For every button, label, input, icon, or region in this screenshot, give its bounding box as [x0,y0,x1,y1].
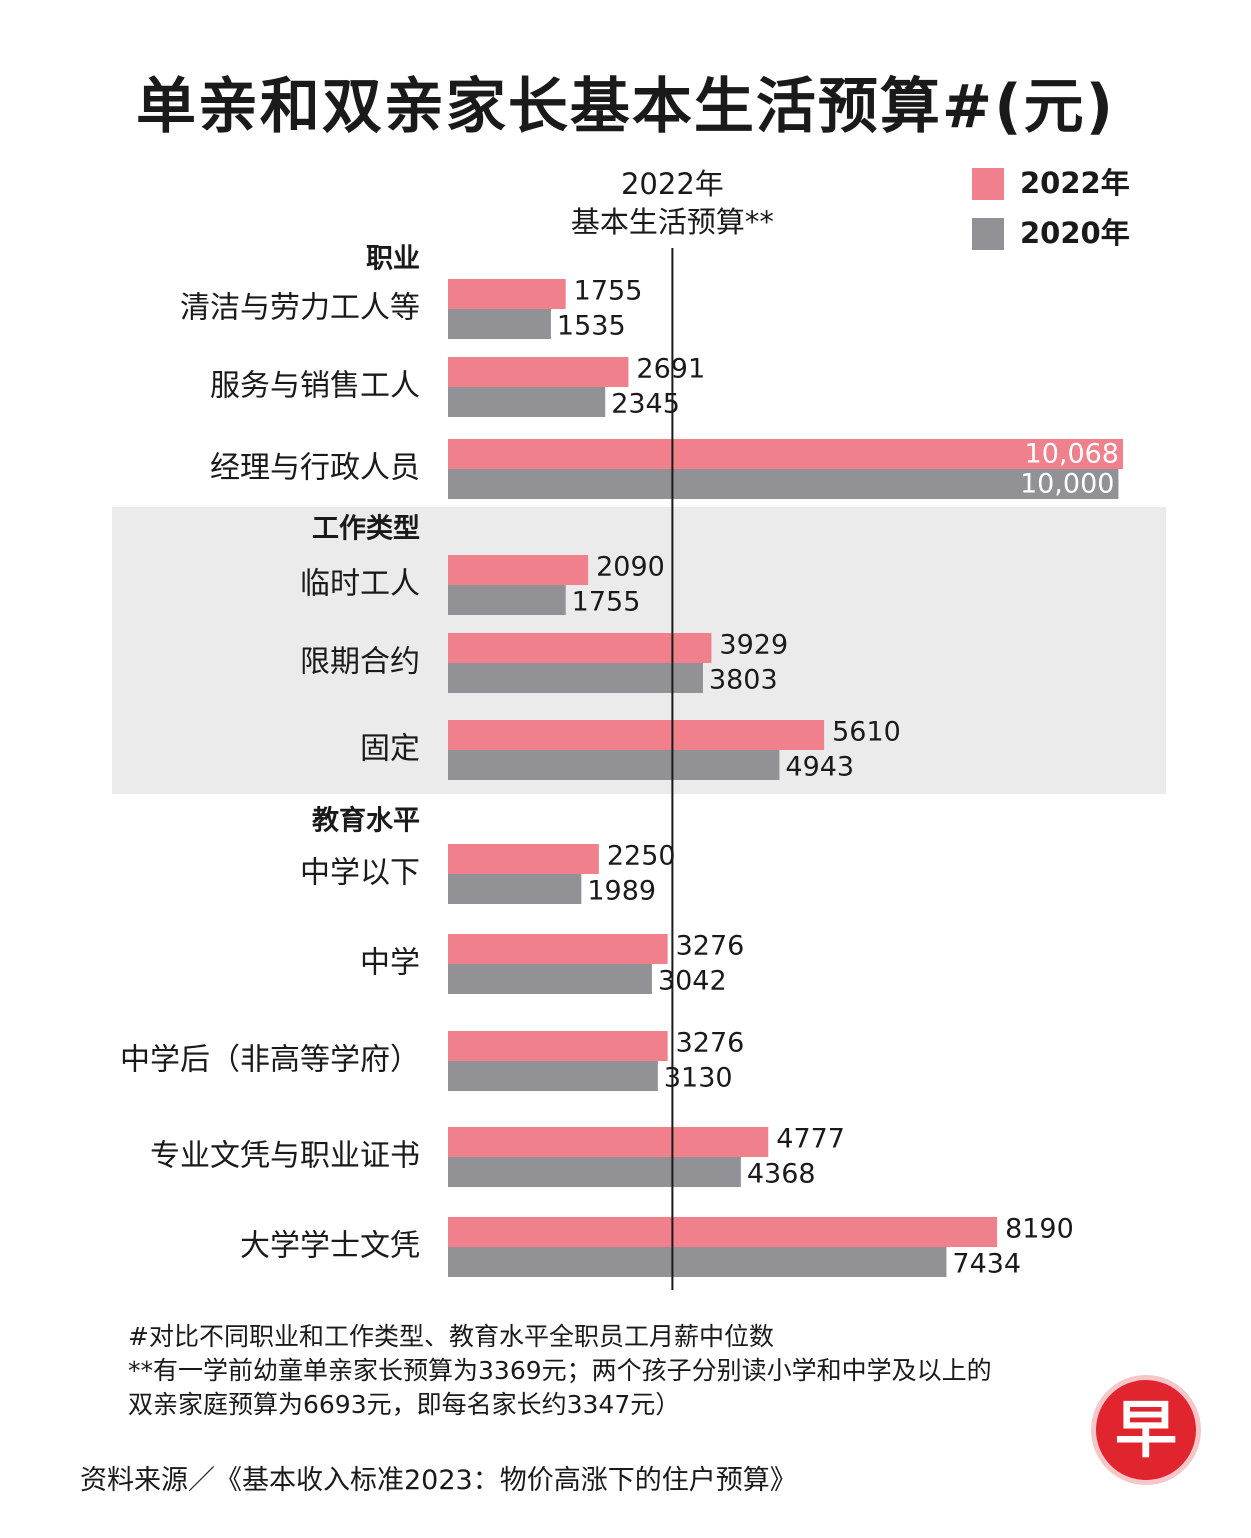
value-label-2022: 2691 [636,354,705,385]
bar-2022 [448,555,589,585]
bar-2022 [448,357,629,387]
value-label-2022: 3276 [676,1028,745,1059]
bar-2022 [448,720,825,750]
zaobao-logo-icon: 早 [1096,1380,1196,1480]
chart-title: 单亲和双亲家长基本生活预算#(元) [135,72,1116,142]
bar-2022 [448,844,599,874]
bar-2022 [448,279,566,309]
legend-label-0: 2022年 [1020,166,1130,200]
value-label-2020: 3130 [664,1063,733,1094]
category-label: 服务与销售工人 [210,369,420,404]
value-label-2022: 5610 [832,717,901,748]
value-label-2020: 1989 [587,876,656,907]
category-label: 固定 [360,732,420,767]
source-note: 资料来源／《基本收入标准2023：物价高涨下的住户预算》 [80,1465,797,1496]
value-label-2022: 4777 [776,1124,845,1155]
group-header: 职业 [366,244,420,275]
bar-2020 [448,964,652,994]
bar-2020 [448,663,703,693]
category-label: 清洁与劳力工人等 [180,291,420,326]
value-label-2022: 3276 [676,931,745,962]
legend-swatch-1 [972,218,1004,250]
category-label: 中学后（非高等学府） [120,1043,420,1078]
bar-2020 [448,750,780,780]
value-label-2022: 10,068 [1025,439,1119,470]
bar-2022 [448,633,712,663]
bar-2022 [448,1031,668,1061]
value-label-2022: 2090 [596,552,665,583]
bar-2022 [448,1127,769,1157]
legend-label-1: 2020年 [1020,216,1130,250]
reference-line-label: 2022年 [621,167,724,201]
footnote-1: #对比不同职业和工作类型、教育水平全职员工月薪中位数 [128,1322,774,1351]
value-label-2020: 3042 [658,966,727,997]
value-label-2020: 7434 [952,1249,1021,1280]
group-header: 工作类型 [312,514,420,545]
value-label-2020: 4368 [747,1159,816,1190]
group-header: 教育水平 [312,805,420,837]
category-label: 大学学士文凭 [240,1229,420,1264]
legend-swatch-0 [972,168,1004,200]
category-label: 专业文凭与职业证书 [150,1139,420,1174]
bar-2020 [448,387,606,417]
category-label: 中学 [360,946,420,981]
bar-2020 [448,469,1119,499]
value-label-2020: 10,000 [1020,469,1114,500]
bar-2020 [448,309,551,339]
category-label: 限期合约 [300,645,420,680]
value-label-2020: 1755 [572,587,641,618]
bar-2020 [448,1061,658,1091]
category-label: 临时工人 [300,567,420,602]
reference-line-label: 基本生活预算** [571,205,774,239]
value-label-2020: 2345 [611,389,680,420]
bar-2020 [448,1157,741,1187]
bar-2020 [448,1247,947,1277]
value-label-2022: 8190 [1005,1214,1074,1245]
value-label-2020: 1535 [557,311,626,342]
category-label: 经理与行政人员 [210,451,420,486]
bar-2022 [448,934,668,964]
value-label-2022: 3929 [719,630,788,661]
footnote-3: 双亲家庭预算为6693元，即每名家长约3347元） [128,1390,681,1419]
footnote-2: **有一学前幼童单亲家长预算为3369元；两个孩子分别读小学和中学及以上的 [128,1356,992,1385]
value-label-2020: 3803 [709,665,778,696]
value-label-2022: 1755 [574,276,643,307]
value-label-2020: 4943 [785,752,854,783]
bar-2022 [448,439,1123,469]
category-label: 中学以下 [300,856,420,891]
bar-2022 [448,1217,998,1247]
bar-2020 [448,874,582,904]
logo-text: 早 [1114,1393,1177,1466]
bar-2020 [448,585,566,615]
value-label-2022: 2250 [607,841,676,872]
